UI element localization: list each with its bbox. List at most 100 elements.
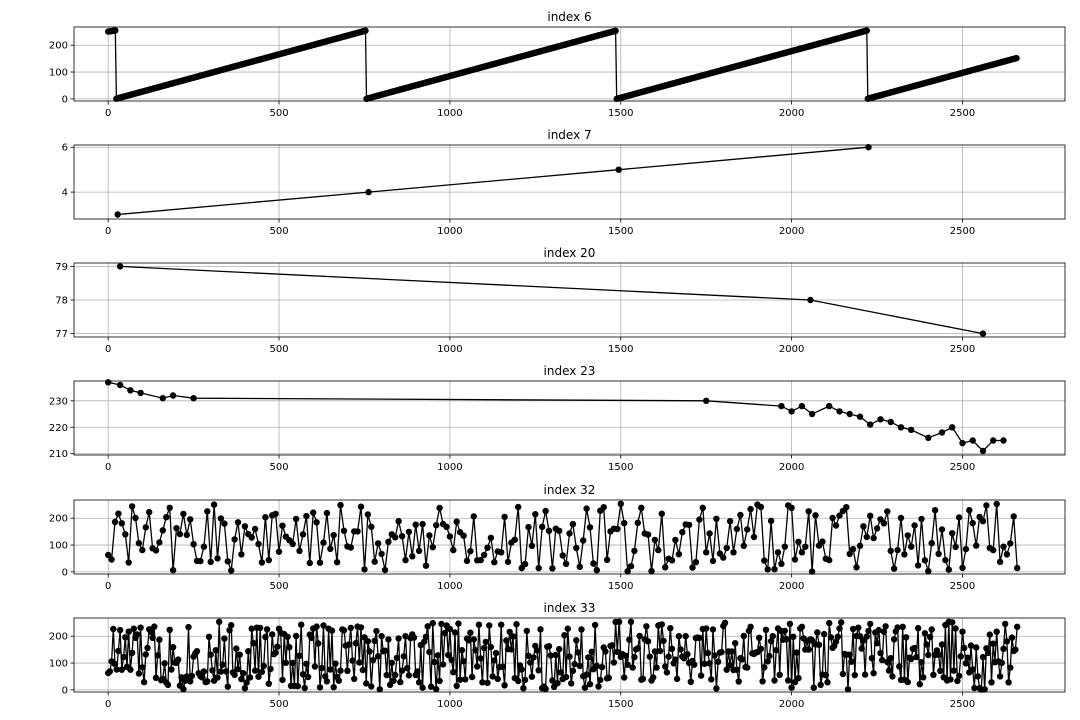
data-point	[820, 630, 828, 638]
data-point	[221, 635, 228, 642]
data-point	[460, 532, 467, 539]
data-point	[289, 540, 296, 548]
data-point	[313, 623, 320, 630]
data-point	[829, 514, 836, 522]
data-point	[609, 642, 616, 649]
data-point	[327, 666, 334, 673]
data-point	[263, 626, 271, 633]
data-point	[827, 634, 835, 641]
data-point	[257, 624, 264, 632]
data-point	[166, 504, 173, 511]
data-point	[1005, 679, 1012, 686]
subplot-5: index 32 0 500 1000 1500 2000 2500 0 100 200	[49, 483, 1066, 592]
data-point	[316, 684, 324, 691]
data-point	[482, 638, 489, 646]
data-point	[262, 514, 269, 521]
data-point	[843, 504, 850, 511]
data-point	[455, 620, 462, 627]
data-point	[499, 663, 507, 670]
data-point	[846, 550, 853, 558]
data-point	[351, 675, 358, 683]
data-point	[759, 678, 766, 685]
data-point	[914, 562, 922, 569]
data-point	[788, 408, 795, 415]
subplot-title: index 23	[544, 364, 596, 378]
data-point	[832, 522, 840, 529]
data-point	[894, 624, 901, 631]
x-tick-label: 2500	[950, 462, 975, 473]
data-point	[233, 645, 240, 652]
data-point	[513, 621, 520, 628]
data-point	[484, 679, 491, 687]
data-point	[832, 638, 840, 645]
data-point	[151, 623, 158, 630]
data-point	[347, 624, 354, 632]
data-point	[959, 439, 966, 447]
data-point	[979, 330, 987, 337]
data-point	[562, 560, 570, 567]
data-point	[142, 651, 149, 658]
data-point	[241, 685, 249, 692]
data-point	[877, 649, 884, 657]
data-point	[135, 540, 143, 547]
data-point	[132, 514, 139, 522]
data-point	[636, 632, 643, 640]
data-point	[419, 520, 426, 528]
data-point	[371, 558, 378, 565]
data-point	[658, 621, 665, 628]
data-point	[913, 653, 920, 661]
data-point	[791, 556, 799, 563]
y-tick-label: 100	[49, 541, 68, 552]
data-point	[120, 653, 127, 661]
data-point	[986, 631, 993, 638]
data-point	[431, 658, 438, 666]
data-point	[114, 211, 121, 218]
data-point	[146, 508, 153, 516]
data-point	[819, 538, 826, 545]
data-point	[578, 626, 585, 633]
data-point	[952, 625, 959, 632]
data-point	[798, 402, 806, 410]
data-point	[988, 679, 995, 686]
data-point	[231, 671, 238, 678]
data-point	[701, 660, 708, 667]
data-point	[880, 520, 888, 527]
data-point	[328, 627, 336, 634]
data-point	[964, 654, 971, 661]
data-point	[808, 568, 816, 575]
data-point	[468, 673, 476, 681]
data-point	[368, 683, 375, 690]
y-tick-label: 230	[49, 396, 68, 407]
data-point	[639, 675, 647, 683]
data-point	[848, 658, 855, 665]
data-point	[251, 667, 259, 674]
x-tick-label: 0	[105, 226, 111, 237]
data-point	[1010, 513, 1017, 520]
x-tick-label: 1500	[608, 462, 633, 473]
data-point	[644, 638, 652, 645]
data-point	[571, 660, 578, 668]
data-point	[675, 633, 683, 640]
data-point	[824, 679, 831, 686]
data-point	[998, 659, 1005, 666]
data-point	[962, 660, 970, 667]
data-point	[586, 524, 594, 531]
data-point	[511, 536, 518, 543]
data-point	[137, 624, 144, 631]
data-point	[415, 547, 423, 555]
data-point	[228, 622, 235, 629]
data-point	[210, 501, 218, 508]
data-point	[139, 664, 146, 671]
data-point	[786, 620, 794, 628]
data-point	[501, 513, 508, 521]
data-point	[908, 543, 915, 550]
data-point	[352, 640, 360, 647]
data-point	[330, 684, 337, 691]
data-point	[376, 686, 383, 693]
data-point	[198, 674, 206, 681]
data-point	[644, 531, 652, 538]
y-tick-label: 79	[55, 262, 68, 273]
data-point	[838, 619, 845, 626]
data-point	[945, 566, 952, 573]
data-point	[528, 673, 536, 680]
